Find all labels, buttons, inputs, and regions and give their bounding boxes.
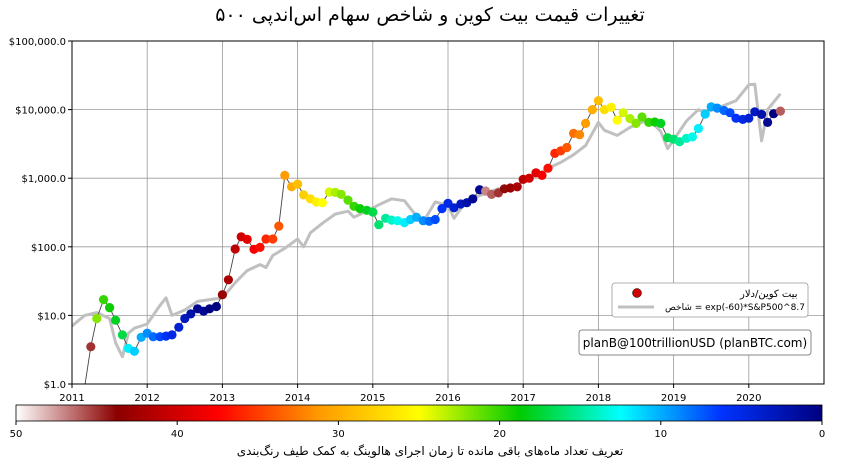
price-point	[242, 234, 252, 244]
colorbar-tick-label: 30	[332, 429, 345, 440]
colorbar-tick-label: 50	[10, 429, 23, 440]
y-tick-label: $10.0	[37, 311, 66, 322]
index-line	[72, 82, 782, 359]
price-point	[105, 303, 115, 313]
price-point	[612, 115, 622, 125]
price-point	[280, 170, 290, 180]
colorbar-tick-label: 10	[654, 429, 667, 440]
price-point	[637, 112, 647, 122]
price-point	[129, 346, 139, 356]
x-tick-label: 2015	[360, 393, 385, 404]
plot-frame	[71, 40, 825, 385]
legend-box	[611, 282, 809, 318]
price-point	[449, 203, 459, 213]
colorbar-tick-label: 20	[493, 429, 506, 440]
legend-price-marker	[632, 288, 642, 298]
price-point	[343, 195, 353, 205]
price-point	[587, 105, 598, 115]
x-tick-label: 2013	[210, 393, 235, 404]
x-tick-label: 2020	[736, 393, 761, 404]
price-point	[606, 102, 616, 112]
price-point	[725, 108, 735, 118]
price-point	[268, 234, 278, 244]
y-tick-label: $1.0	[44, 380, 66, 391]
price-point	[437, 204, 447, 214]
price-point	[562, 142, 572, 153]
price-point	[261, 234, 271, 244]
price-point	[336, 189, 346, 199]
x-tick-label: 2016	[435, 393, 460, 404]
price-point	[92, 313, 102, 324]
colorbar	[15, 404, 823, 422]
price-point	[468, 194, 478, 204]
price-point	[148, 332, 158, 342]
price-point	[524, 173, 534, 183]
x-tick-label: 2014	[285, 393, 310, 404]
price-point	[368, 207, 378, 217]
legend-index-label: شاخص = exp(-60)*S&P500^8.7	[665, 303, 805, 313]
price-point	[763, 117, 773, 127]
x-tick-label: 2018	[586, 393, 611, 404]
price-point	[274, 221, 284, 231]
price-point	[167, 330, 177, 340]
colorbar-tick-label: 40	[171, 429, 184, 440]
price-point	[575, 130, 585, 140]
price-point	[593, 96, 604, 106]
chart-title: تغییرات قیمت بیت کوین و شاخص سهام اس‌اند…	[215, 4, 645, 26]
price-point	[687, 132, 698, 142]
y-tick-label: $10,000.0	[15, 106, 66, 117]
price-point	[293, 179, 303, 189]
price-point	[430, 214, 440, 225]
price-point	[543, 163, 553, 173]
price-point	[775, 106, 786, 116]
price-point	[693, 123, 704, 134]
y-tick-label: $100,000.0	[9, 37, 66, 48]
price-point	[744, 113, 754, 123]
colorbar-tick-label: 0	[819, 429, 825, 440]
price-point	[618, 108, 628, 118]
price-point	[99, 295, 109, 305]
price-point	[656, 118, 666, 128]
x-tick-label: 2011	[59, 393, 84, 404]
price-point	[186, 309, 196, 319]
annotation-text: planB@100trillionUSD (planBTC.com)	[583, 336, 807, 350]
price-point	[411, 212, 421, 222]
annotation-box: planB@100trillionUSD (planBTC.com)	[578, 329, 812, 356]
price-point	[581, 118, 591, 128]
y-tick-label: $100.0	[31, 243, 66, 254]
x-tick-label: 2012	[134, 393, 159, 404]
price-point	[512, 182, 522, 192]
price-point	[111, 315, 121, 325]
price-point	[255, 242, 265, 252]
price-point	[505, 183, 515, 193]
price-point	[757, 109, 767, 119]
price-point	[223, 275, 233, 285]
price-point	[211, 301, 221, 312]
x-tick-label: 2019	[661, 393, 686, 404]
price-point	[700, 109, 710, 119]
colorbar-label: تعریف تعداد ماه‌های باقی مانده تا زمان ا…	[236, 444, 624, 458]
x-tick-label: 2017	[510, 393, 535, 404]
legend-price-label: بیت کوین/دلار	[739, 289, 797, 300]
price-point	[174, 322, 184, 332]
price-point	[675, 137, 685, 147]
legend: بیت کوین/دلار شاخص = exp(-60)*S&P500^8.7	[611, 282, 809, 318]
price-point	[731, 113, 741, 123]
y-tick-label: $1,000.0	[21, 174, 66, 185]
price-point	[230, 244, 240, 254]
price-point	[317, 198, 327, 208]
price-point	[117, 330, 127, 340]
price-point	[537, 170, 547, 180]
price-point	[631, 118, 641, 128]
price-point	[374, 220, 384, 230]
axis-ticks: 2011 2012 2013 2014 2015 2016 2017 2018 2019 2020…	[9, 37, 762, 404]
price-point	[217, 290, 227, 300]
price-point	[86, 342, 96, 352]
price-point	[299, 190, 309, 200]
colorbar-ticks: 50 40 30 20 10 0	[10, 421, 825, 440]
